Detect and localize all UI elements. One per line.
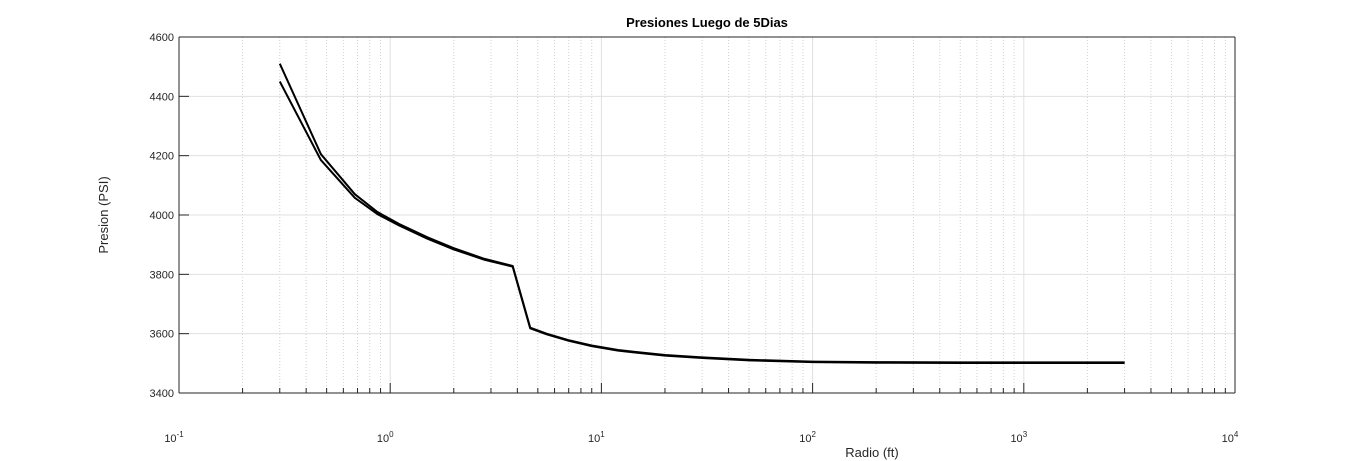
- x-tick-label: 104: [1222, 430, 1239, 445]
- y-tick-label: 3800: [150, 269, 174, 281]
- x-tick-label-base: 10: [377, 433, 389, 445]
- y-tick-label: 4200: [150, 151, 174, 163]
- ticks: 10-1 100 101 102 103 104340036003800400042004…: [150, 32, 1239, 445]
- x-tick-label: 100: [377, 430, 394, 445]
- x-tick-label-exponent: 3: [1023, 430, 1028, 439]
- x-tick-label-base: 10: [164, 433, 176, 445]
- x-tick-label-exponent: 4: [1234, 430, 1239, 439]
- y-tick-label: 3600: [150, 329, 174, 341]
- x-tick-label-base: 10: [1010, 433, 1022, 445]
- x-tick-label-base: 10: [799, 433, 811, 445]
- y-tick-label: 4000: [150, 210, 174, 222]
- x-tick-label-exponent: 1: [600, 430, 605, 439]
- y-tick-label: 3400: [150, 388, 174, 400]
- chart-title: Presiones Luego de 5Dias: [626, 15, 788, 30]
- x-tick-label-base: 10: [1222, 433, 1234, 445]
- y-tick-label: 4600: [150, 32, 174, 44]
- x-tick-label-exponent: 0: [389, 430, 394, 439]
- series-line-2: [278, 81, 1125, 364]
- x-tick-label: 102: [799, 430, 816, 445]
- y-axis-label: Presion (PSI): [96, 176, 111, 253]
- x-tick-label: 10-1: [164, 430, 184, 445]
- x-tick-label-exponent: -1: [177, 430, 185, 439]
- x-tick-label: 101: [588, 430, 605, 445]
- series: [278, 63, 1125, 364]
- x-tick-label-base: 10: [588, 433, 600, 445]
- x-tick-label-exponent: 2: [811, 430, 816, 439]
- y-tick-label: 4400: [150, 91, 174, 103]
- x-tick-label: 103: [1010, 430, 1027, 445]
- x-axis-label: Radio (ft): [845, 445, 898, 460]
- grid: [179, 37, 1235, 393]
